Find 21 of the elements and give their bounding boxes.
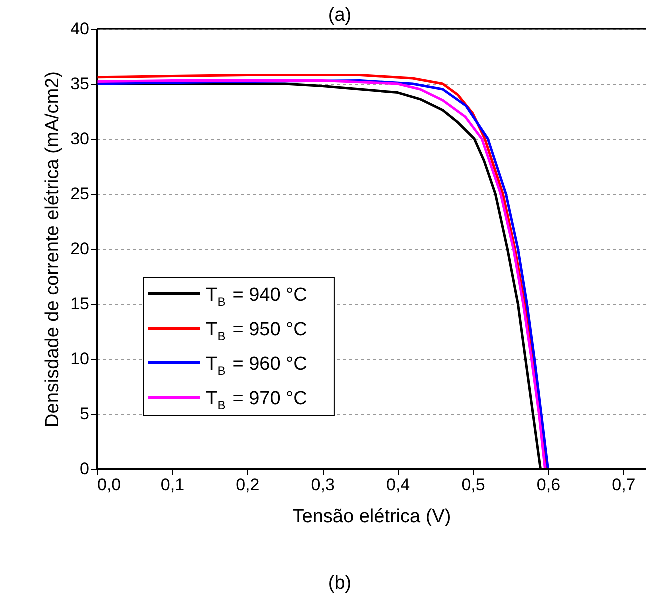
y-tick-label: 25 <box>70 184 90 204</box>
chart-title: (a) <box>328 5 352 26</box>
x-tick-label: 0,6 <box>536 476 561 494</box>
x-tick-label: 0,5 <box>462 476 486 494</box>
x-tick-label: 0,3 <box>311 476 335 494</box>
y-axis-title: Densisdade de corrente elétrica (mA/cm2) <box>42 72 64 428</box>
y-tick-label: 10 <box>70 350 90 368</box>
x-tick-label: 0,0 <box>98 476 122 494</box>
y-tick-label: 5 <box>80 404 90 424</box>
x-tick-label: 0,7 <box>612 476 636 494</box>
y-tick-label: 30 <box>70 130 90 148</box>
x-tick-label: 0,1 <box>160 476 185 494</box>
x-tick-label: 0,2 <box>236 476 260 494</box>
y-tick-label: 20 <box>70 240 90 258</box>
x-axis-title: Tensão elétrica (V) <box>292 506 452 528</box>
y-tick-label: 15 <box>70 294 90 314</box>
x-tick-label: 0,4 <box>386 476 410 494</box>
text: (b) <box>328 573 352 594</box>
y-tick-label: 40 <box>70 20 90 38</box>
y-tick-label: 0 <box>80 460 90 478</box>
y-tick-label: 35 <box>70 74 90 94</box>
